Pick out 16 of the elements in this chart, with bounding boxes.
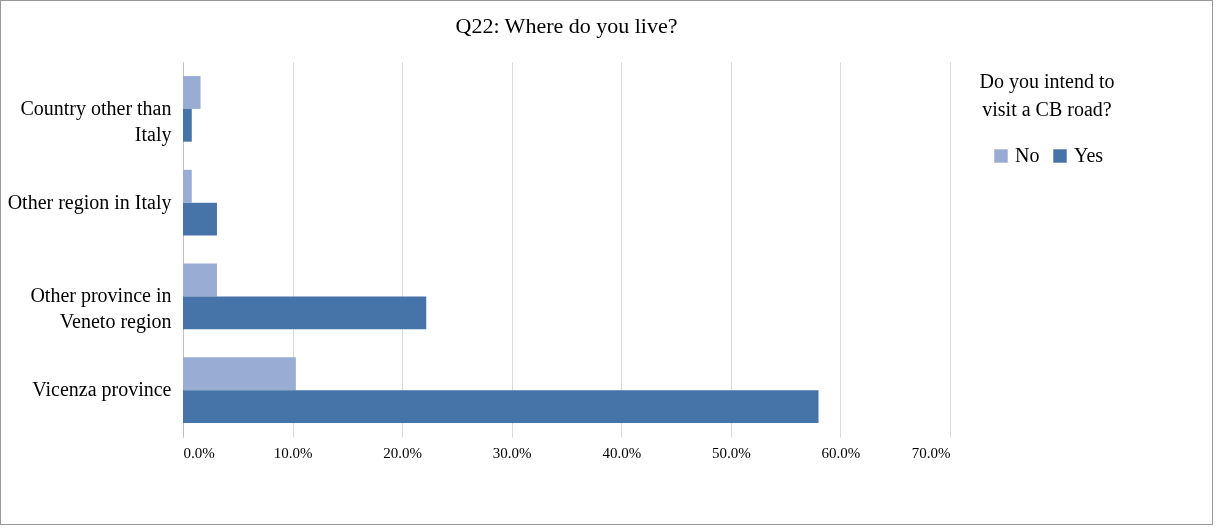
x-tick-label: 30.0% <box>492 444 532 461</box>
chart-title: Q22: Where do you live? <box>455 13 678 38</box>
x-tick-label: 20.0% <box>383 444 423 461</box>
y-tick-label: Country other than Italy <box>20 96 172 146</box>
x-tick-label: 40.0% <box>602 444 642 461</box>
x-tick-label: 50.0% <box>711 444 751 461</box>
y-tick-label: Other province in Veneto region <box>30 284 172 334</box>
x-tick-label: 70.0% <box>911 444 951 461</box>
y-tick-label: Other region in Italy <box>7 190 172 214</box>
x-tick-label: 10.0% <box>273 444 313 461</box>
y-tick-label: Vicenza province <box>32 378 172 402</box>
x-tick-label: 60.0% <box>821 444 861 461</box>
x-tick-label: 0.0% <box>183 444 215 461</box>
legend-title: Do you intend to visit a CB road? <box>979 70 1115 120</box>
legend-label: No <box>1015 144 1040 166</box>
legend-label: Yes <box>1074 144 1104 166</box>
